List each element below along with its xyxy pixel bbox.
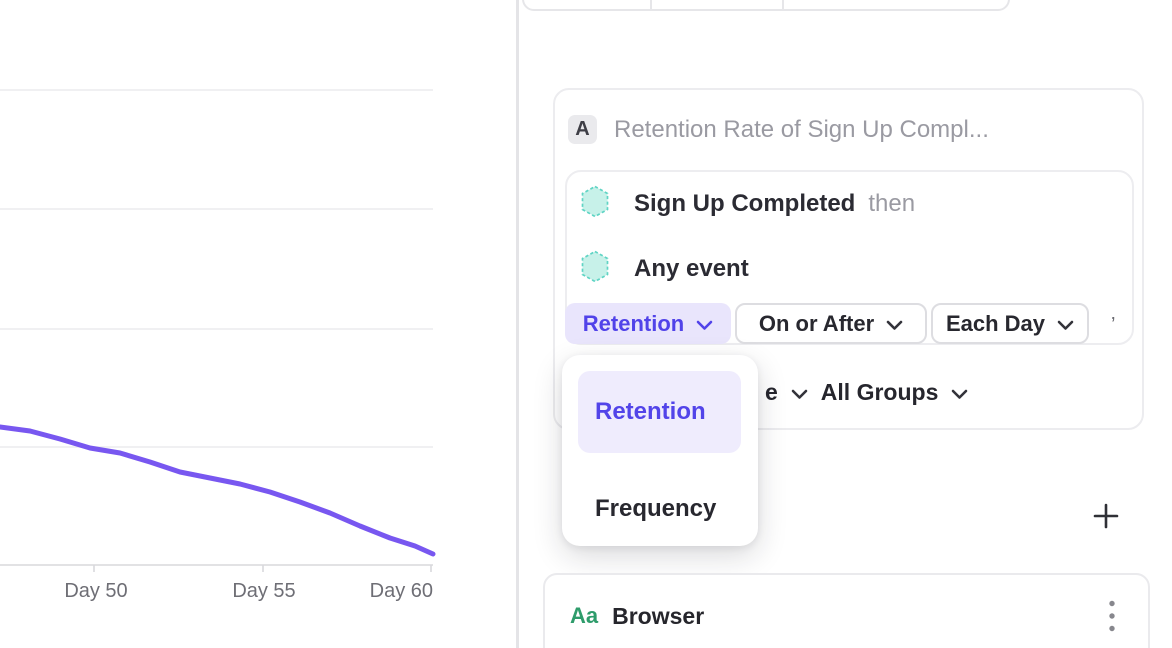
breakdown-card[interactable]: Aa Browser [543, 573, 1150, 648]
kebab-menu-icon[interactable] [1107, 599, 1117, 632]
tab-divider [782, 0, 784, 9]
retention-chart-svg: Day 50 Day 55 Day 60 [0, 89, 436, 602]
query-card: A Retention Rate of Sign Up Compl... Sig… [553, 88, 1144, 430]
query-title-input[interactable]: Retention Rate of Sign Up Compl... [614, 115, 989, 143]
interval-dropdown-label: Each Day [945, 310, 1046, 336]
svg-text:Day 55: Day 55 [232, 580, 295, 602]
add-button[interactable] [1090, 502, 1122, 534]
event-step-row[interactable]: Sign Up Completed then [581, 185, 916, 223]
top-tab-bar[interactable] [522, 0, 1010, 11]
svg-text:Day 60: Day 60 [370, 580, 433, 602]
filter-row: e All Groups [765, 377, 968, 407]
event-hexagon-icon [581, 185, 609, 223]
breakdown-row: Aa Browser [570, 601, 704, 631]
event-step-label[interactable]: Sign Up Completed [634, 190, 856, 217]
timing-dropdown-label: On or After [758, 310, 875, 336]
chevron-down-icon [1057, 311, 1074, 337]
text-property-type-icon: Aa [570, 603, 599, 628]
chevron-down-icon [951, 379, 968, 406]
event-hexagon-icon [581, 250, 609, 288]
plus-icon [1093, 503, 1119, 534]
series-badge: A [568, 115, 597, 144]
chevron-down-icon [791, 379, 808, 406]
menu-item-retention[interactable]: Retention [578, 371, 741, 453]
interval-dropdown-button[interactable]: Each Day [931, 303, 1089, 344]
breakdown-property-label[interactable]: Browser [612, 602, 705, 629]
clipped-glyph: ’ [1111, 314, 1116, 336]
measure-dropdown-label: Retention [582, 310, 685, 336]
panel-divider [516, 0, 519, 648]
tab-divider [650, 0, 652, 9]
event-step-suffix: then [868, 190, 916, 217]
event-step-label[interactable]: Any event [634, 255, 749, 282]
group-dropdown-label[interactable]: All Groups [820, 378, 939, 405]
chevron-down-icon [696, 311, 713, 337]
menu-item-frequency[interactable]: Frequency [595, 495, 717, 522]
timing-dropdown-button[interactable]: On or After [735, 303, 927, 344]
svg-text:Day 50: Day 50 [64, 580, 127, 602]
clipped-filter-label[interactable]: e [765, 378, 778, 405]
measure-dropdown-button[interactable]: Retention [565, 303, 731, 344]
chevron-down-icon [886, 311, 903, 337]
event-step-row[interactable]: Any event [581, 250, 749, 288]
measure-dropdown-menu: Retention Frequency [562, 355, 758, 546]
